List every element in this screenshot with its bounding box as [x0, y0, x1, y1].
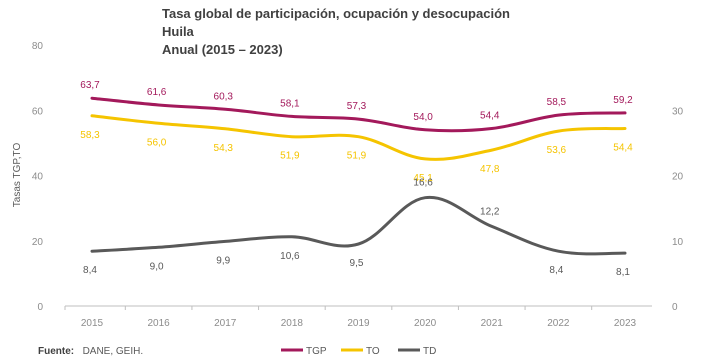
y-right-tick-label: 10: [672, 237, 684, 248]
data-label-to: 58,3: [80, 130, 100, 141]
source-note: Fuente: DANE, GEIH.: [38, 341, 143, 358]
data-label-tgp: 63,7: [80, 80, 100, 91]
data-label-tgp: 59,2: [613, 95, 633, 106]
y-left-tick-label: 60: [32, 106, 44, 117]
legend: TGP TO TD: [281, 346, 436, 357]
x-tick-label: 2016: [148, 318, 171, 329]
x-tick-label: 2020: [414, 318, 437, 329]
axes: 2015 2016 2017 2018 2019 2020 2021 2022 2023 0 20 4…: [32, 41, 684, 329]
y-right-tick-label: 30: [672, 106, 684, 117]
data-label-to: 51,9: [280, 151, 300, 162]
series-line-td: [90, 196, 627, 256]
chart-title-line-3: Anual (2015 – 2023): [162, 42, 283, 57]
data-label-to: 54,4: [613, 143, 633, 154]
x-tick-label: 2021: [481, 318, 504, 329]
data-label-td: 9,9: [216, 255, 230, 266]
y-right-tick-label: 0: [672, 302, 678, 313]
data-label-tgp: 61,6: [147, 87, 167, 98]
data-label-td: 9,0: [150, 261, 164, 272]
legend-label-tgp: TGP: [306, 346, 327, 357]
data-label-tgp: 60,3: [214, 91, 234, 102]
data-label-tgp: 54,0: [413, 112, 433, 123]
data-label-td: 16,6: [413, 178, 433, 189]
x-tick-label: 2017: [214, 318, 237, 329]
data-label-to: 45,1: [413, 173, 433, 184]
chart-title-line-2: Huila: [162, 24, 195, 39]
svg-text:Fuente: DANE, GEIH.: Fuente: DANE, GEIH.: [38, 341, 143, 358]
data-label-tgp: 57,3: [347, 101, 367, 112]
data-label-td: 8,4: [83, 265, 97, 276]
x-tick-label: 2015: [81, 318, 104, 329]
y-left-tick-label: 20: [32, 237, 44, 248]
chart-title-line-1: Tasa global de participación, ocupación …: [162, 6, 510, 21]
source-text: DANE, GEIH.: [83, 346, 144, 357]
data-label-to: 47,8: [480, 164, 500, 175]
data-label-to: 54,3: [214, 143, 234, 154]
data-label-to: 53,6: [547, 145, 567, 156]
chart-marks: [90, 96, 627, 256]
series-line-tgp: [90, 96, 627, 133]
data-label-to: 56,0: [147, 137, 167, 148]
y-left-tick-label: 80: [32, 41, 44, 52]
x-tick-label: 2018: [281, 318, 304, 329]
y-right-tick-label: 20: [672, 172, 684, 183]
y-left-tick-label: 0: [37, 302, 43, 313]
data-label-to: 51,9: [347, 151, 367, 162]
data-label-tgp: 58,1: [280, 98, 300, 109]
data-label-td: 10,6: [280, 251, 300, 262]
data-label-tgp: 54,4: [480, 111, 500, 122]
x-tick-label: 2019: [347, 318, 370, 329]
data-label-td: 12,2: [480, 206, 500, 217]
data-labels: 63,7 61,6 60,3 58,1 57,3 54,0 54,4 58,5 59,2 58,3…: [80, 80, 633, 278]
x-tick-label: 2022: [547, 318, 570, 329]
data-label-td: 8,4: [549, 265, 563, 276]
chart-title: Tasa global de participación, ocupación …: [162, 6, 510, 57]
x-tick-label: 2023: [614, 318, 637, 329]
data-label-td: 9,5: [350, 258, 364, 269]
y-axis-title: Tasas TGP,TO: [12, 143, 23, 208]
data-label-tgp: 58,5: [547, 97, 567, 108]
y-left-tick-label: 40: [32, 172, 44, 183]
legend-label-td: TD: [423, 346, 436, 357]
legend-label-to: TO: [366, 346, 380, 357]
source-label: Fuente:: [38, 346, 74, 357]
data-label-td: 8,1: [616, 267, 630, 278]
series-line-to: [90, 114, 627, 161]
